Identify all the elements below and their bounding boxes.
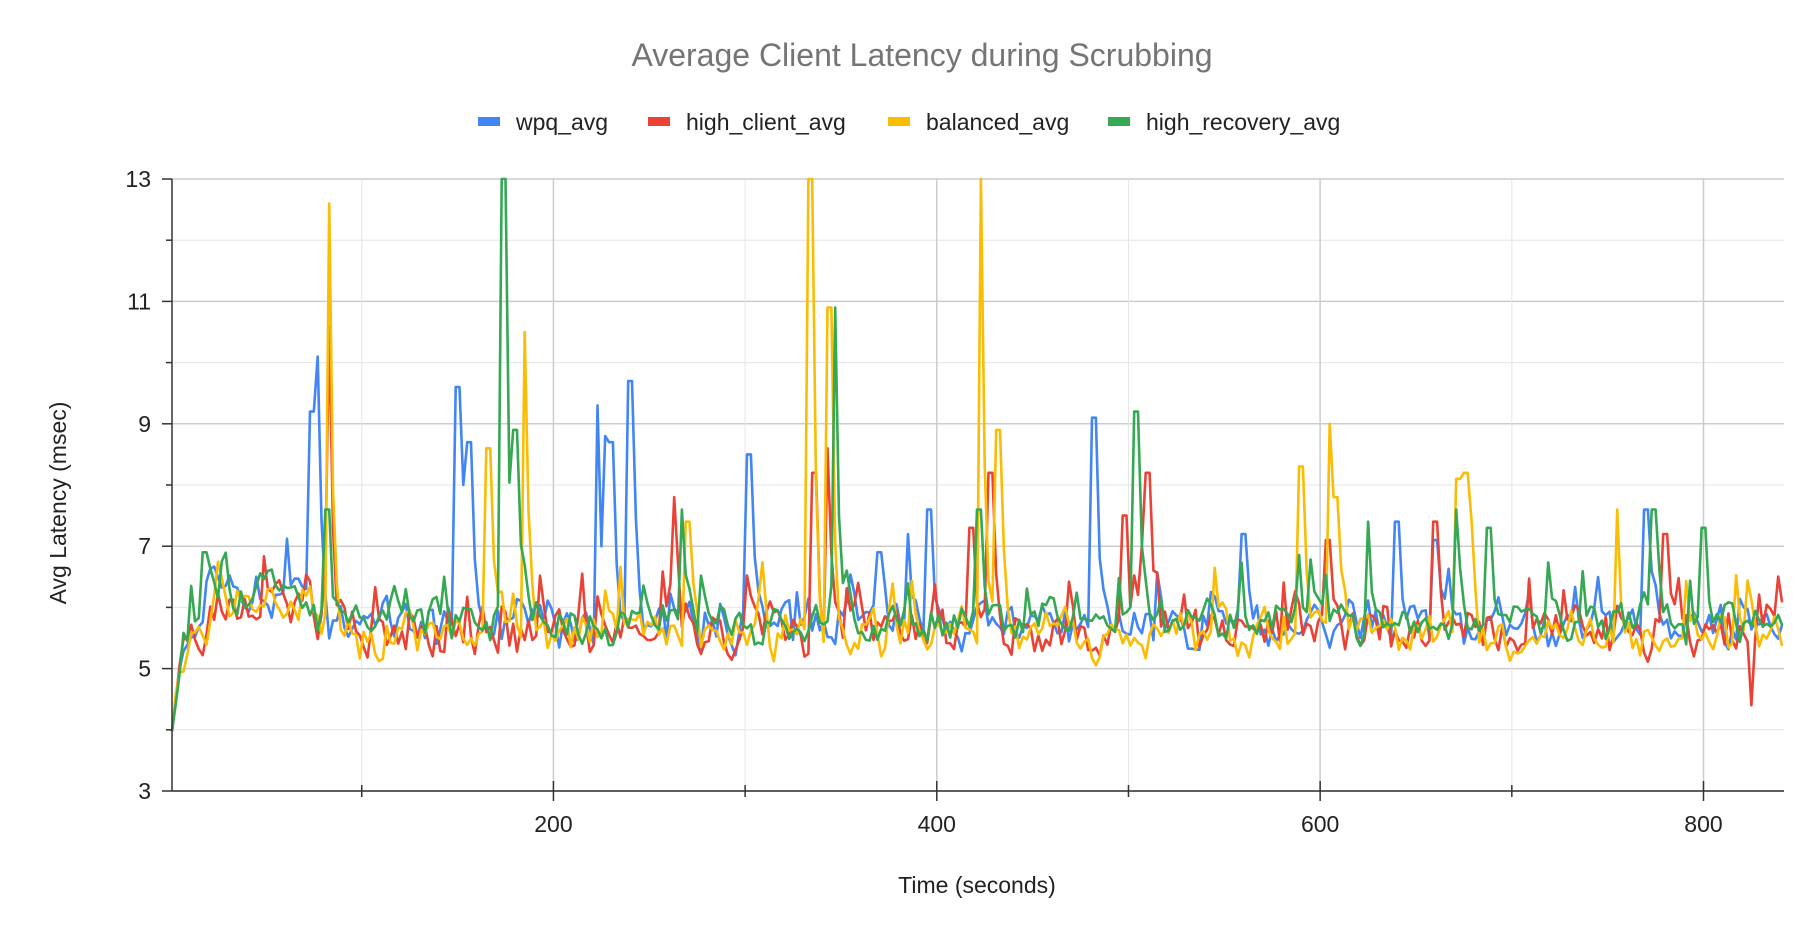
y-tick-label: 3 [138, 778, 151, 804]
series-line-high_recovery_avg [170, 177, 1784, 732]
legend-swatch [478, 117, 500, 126]
legend-label: balanced_avg [926, 109, 1069, 135]
x-tick-label: 800 [1684, 811, 1722, 837]
legend-label: high_recovery_avg [1146, 109, 1340, 135]
series-line-balanced_avg [170, 177, 1784, 732]
y-tick-label: 11 [127, 288, 151, 314]
y-tick-label: 5 [138, 656, 151, 682]
legend-item-balanced_avg: balanced_avg [888, 109, 1069, 135]
legend-label: wpq_avg [515, 109, 608, 135]
x-axis-title: Time (seconds) [898, 872, 1056, 898]
y-tick-label: 13 [125, 166, 151, 192]
legend: wpq_avg high_client_avg balanced_avg high_r… [478, 109, 1340, 135]
legend-label: high_client_avg [686, 109, 846, 135]
x-tick-label: 200 [534, 811, 572, 837]
y-tick-label: 9 [138, 411, 151, 437]
data-series [170, 177, 1784, 732]
chart-title: Average Client Latency during Scrubbing [631, 37, 1212, 73]
legend-swatch [648, 117, 670, 126]
x-tick-label: 400 [918, 811, 956, 837]
y-axis-title: Avg Latency (msec) [45, 402, 71, 605]
axes: 3 5 7 9 11 13 200 400 600 800 [125, 166, 1784, 837]
legend-swatch [888, 117, 910, 126]
legend-item-wpq_avg: wpq_avg [478, 109, 608, 135]
legend-item-high_recovery_avg: high_recovery_avg [1108, 109, 1340, 135]
y-tick-label: 7 [138, 533, 151, 559]
legend-item-high_client_avg: high_client_avg [648, 109, 846, 135]
x-tick-label: 600 [1301, 811, 1339, 837]
legend-swatch [1108, 117, 1130, 126]
